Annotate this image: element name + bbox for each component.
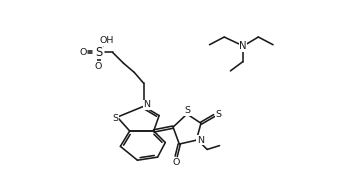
Text: O: O (80, 48, 87, 57)
Text: O: O (173, 158, 180, 167)
Text: N: N (239, 41, 247, 51)
Text: S: S (113, 114, 119, 123)
Text: O: O (95, 62, 102, 71)
Text: N: N (197, 136, 204, 145)
Text: N: N (143, 100, 150, 109)
Text: S: S (95, 46, 102, 59)
Text: S: S (185, 107, 191, 115)
Text: OH: OH (99, 36, 114, 45)
Text: S: S (215, 110, 221, 119)
